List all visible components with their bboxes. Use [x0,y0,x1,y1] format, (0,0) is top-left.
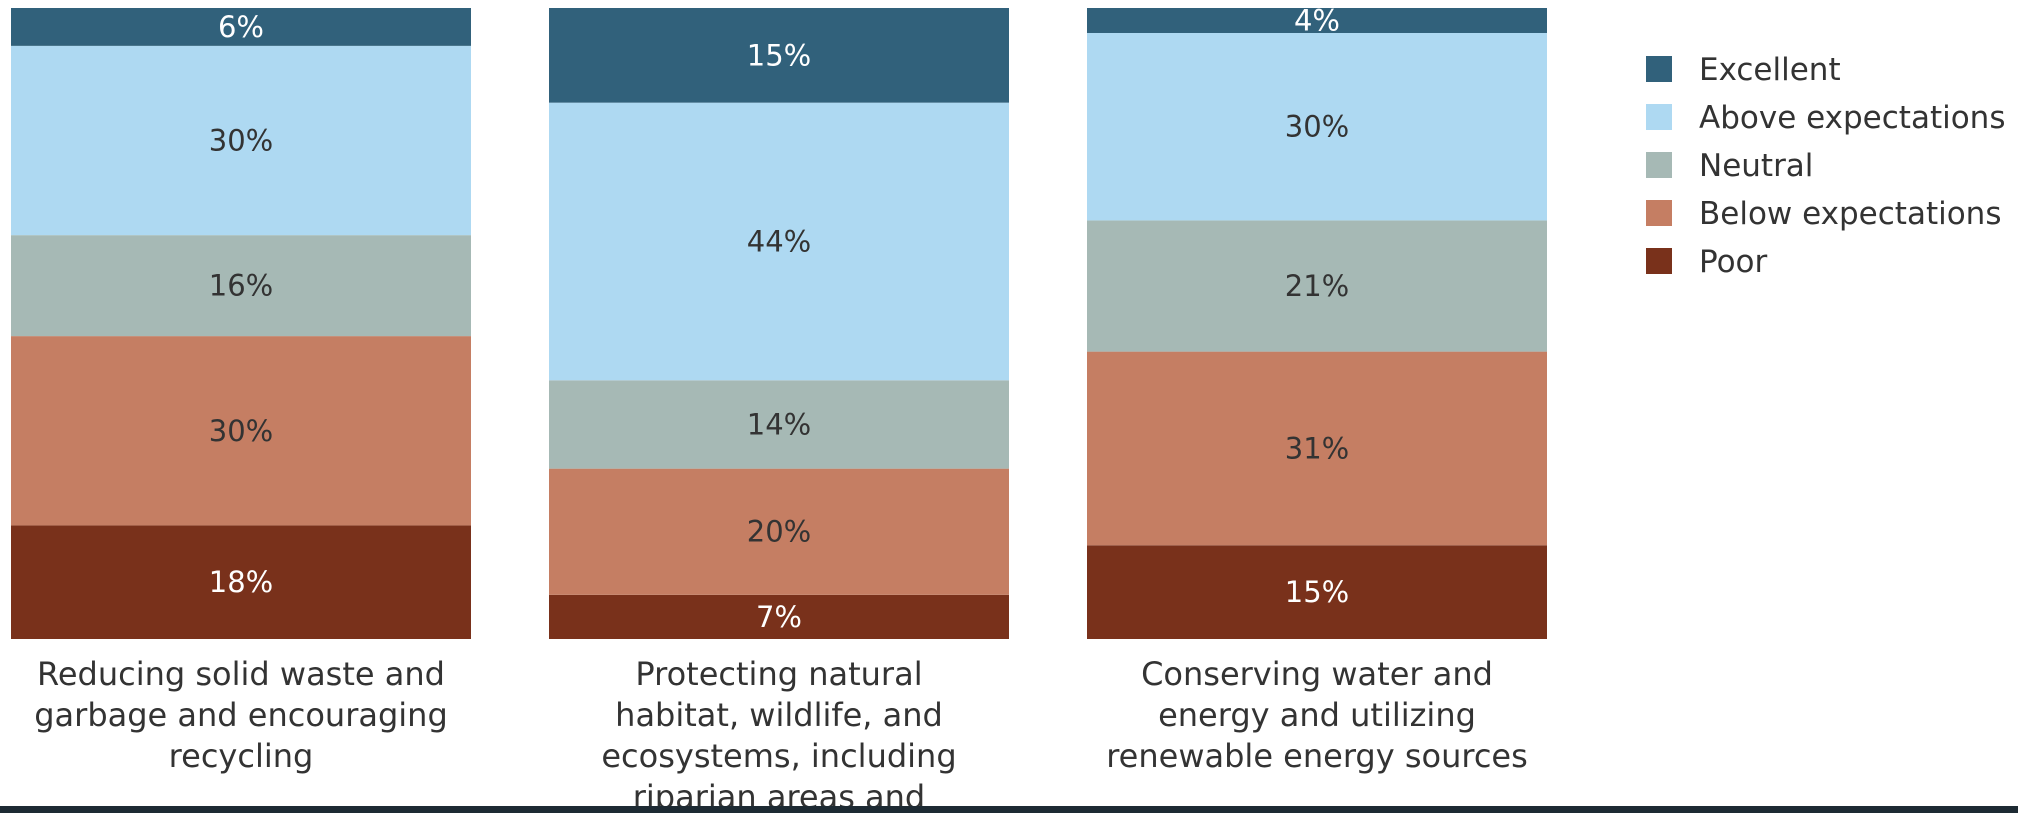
legend-label: Poor [1699,244,1768,280]
legend-swatch [1646,56,1672,82]
data-label: 4% [1294,4,1340,38]
bar-segment-above-expectations [1087,32,1547,221]
category-label: renewable energy sources [1106,737,1528,775]
bar-segment-below-expectations [1087,351,1547,546]
data-label: 20% [747,515,811,549]
data-label: 30% [1285,110,1349,144]
bar-segment-excellent [11,8,471,46]
data-label: 30% [209,414,273,448]
bar-segment-neutral [11,235,471,337]
bars-layer [11,8,1547,639]
category-label: recycling [169,737,314,775]
data-labels-layer: 18% 30% 16% 30% 6% 7% 20% 14% 44% 15% 15% 31% 21% 30%… [209,4,1349,634]
legend-label: Excellent [1699,52,1841,88]
category-label: Protecting natural [635,655,922,693]
data-label: 15% [1285,575,1349,609]
data-label: 16% [209,269,273,303]
data-label: 7% [756,600,802,634]
bar-segment-excellent [1087,8,1547,33]
bar-segment-neutral [549,380,1009,469]
bar-segment-poor [11,525,471,639]
bar-segment-below-expectations [11,336,471,526]
legend-swatch [1646,152,1672,178]
legend-swatch [1646,248,1672,274]
bar-segment-above-expectations [11,45,471,236]
legend-label: Neutral [1699,148,1813,184]
bar-segment-poor [1087,545,1547,639]
category-label: Conserving water and [1141,655,1493,693]
legend-label: Below expectations [1699,196,2001,232]
category-label: energy and utilizing [1158,696,1476,734]
legend-swatch [1646,200,1672,226]
legend-swatch [1646,104,1672,130]
bar-segment-poor [549,594,1009,639]
category-label: ecosystems, including [601,737,956,775]
category-label: habitat, wildlife, and [615,696,943,734]
bar-segment-below-expectations [549,468,1009,595]
bar-segment-above-expectations [549,102,1009,381]
data-label: 14% [747,407,811,441]
bottom-bar [0,806,2018,813]
data-label: 6% [218,10,264,44]
data-label: 31% [1285,431,1349,465]
data-label: 18% [209,565,273,599]
legend-label: Above expectations [1699,100,2005,136]
data-label: 30% [209,124,273,158]
data-label: 15% [747,38,811,72]
bar-segment-excellent [549,8,1009,103]
data-label: 21% [1285,269,1349,303]
category-label: garbage and encouraging [34,696,448,734]
category-label: Reducing solid waste and [37,655,445,693]
data-label: 44% [747,224,811,258]
bar-segment-neutral [1087,220,1547,352]
legend: Excellent Above expectations Neutral Below … [1646,52,2005,280]
